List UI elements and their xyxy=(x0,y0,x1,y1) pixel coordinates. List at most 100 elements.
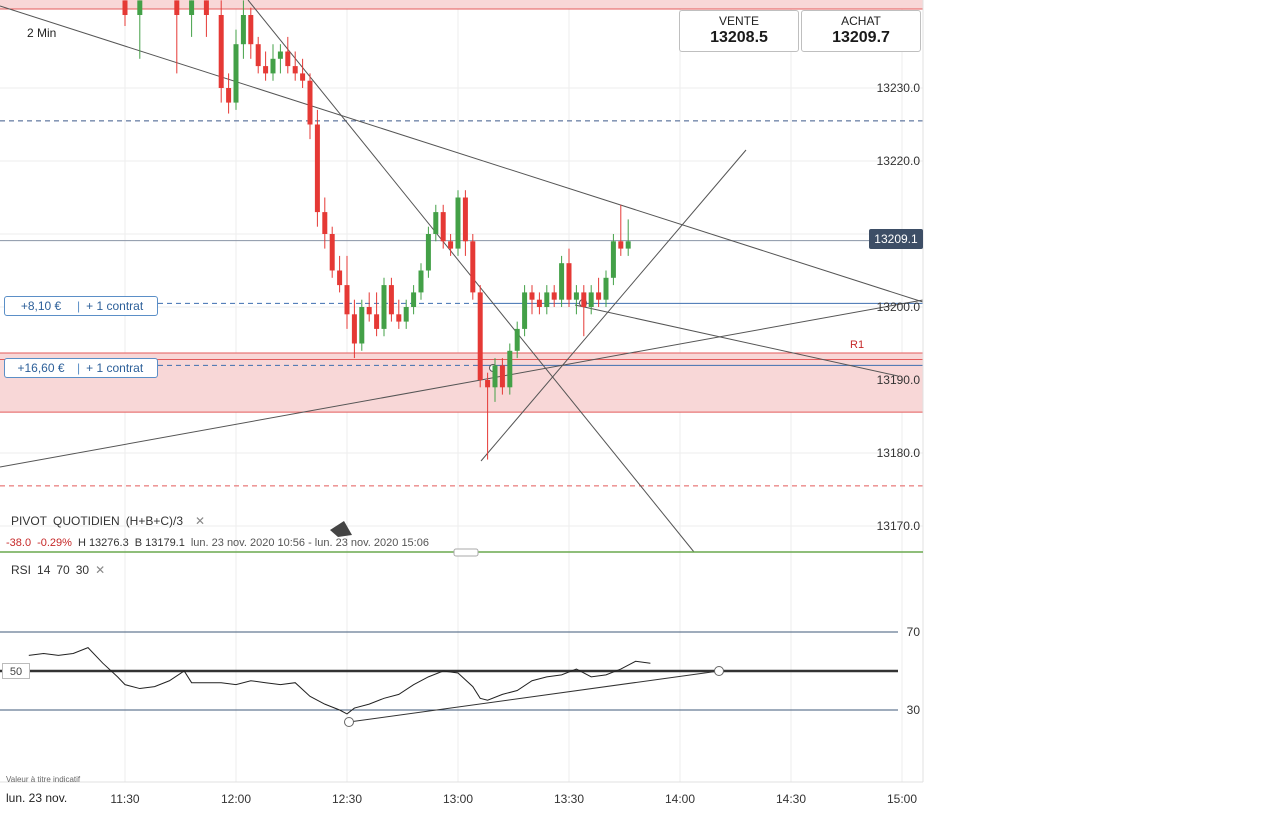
candle-body xyxy=(277,51,283,59)
candle-body xyxy=(462,197,468,242)
time-axis-label: 13:00 xyxy=(443,792,473,806)
position-pnl: +16,60 € xyxy=(17,361,65,375)
pivot-r1-label: R1 xyxy=(850,339,865,351)
candle-body xyxy=(314,124,320,213)
candle-body xyxy=(529,292,535,300)
rsi-level-label: 70 xyxy=(907,625,921,639)
day-low: B 13179.1 xyxy=(134,537,185,549)
panel-resize-handle xyxy=(453,548,479,557)
position-pnl: +8,10 € xyxy=(20,299,62,313)
candle-body xyxy=(425,234,431,271)
position-separator: | xyxy=(77,361,81,375)
candle-body xyxy=(240,15,246,45)
position-tag-1[interactable]: +8,10 € | + 1 contrat xyxy=(4,296,158,316)
candle-body xyxy=(174,0,180,15)
trendline xyxy=(0,5,924,303)
candle-body xyxy=(388,285,394,315)
buy-label: ACHAT xyxy=(841,14,881,28)
candle-body xyxy=(292,66,298,74)
rsi-period: 14 xyxy=(37,563,51,577)
pivot-indicator-header[interactable]: PIVOT QUOTIDIEN (H+B+C)/3 ✕ xyxy=(11,514,205,528)
candle-body xyxy=(448,241,454,249)
candle-body xyxy=(122,0,128,15)
candle-body xyxy=(596,292,602,300)
rsi-upper: 70 xyxy=(56,563,70,577)
date-range: lun. 23 nov. 2020 10:56 - lun. 23 nov. 2… xyxy=(190,537,429,549)
candle-body xyxy=(514,328,520,351)
rsi-trendline-handle xyxy=(714,666,724,676)
candle-body xyxy=(440,212,446,242)
candle-body xyxy=(566,263,572,300)
sell-quote-button[interactable]: VENTE 13208.5 xyxy=(679,10,799,52)
day-high: H 13276.3 xyxy=(77,537,129,549)
candle-body xyxy=(366,307,372,315)
pivot-formula: (H+B+C)/3 xyxy=(125,514,184,528)
position-tag-2[interactable]: +16,60 € | + 1 contrat xyxy=(4,358,158,378)
price-change-pct: -0.29% xyxy=(37,537,72,549)
price-axis-label: 13170.0 xyxy=(877,519,921,533)
candle-body xyxy=(618,241,624,249)
pivot-stats: -38.0 -0.29% H 13276.3 B 13179.1 lun. 23… xyxy=(6,537,429,549)
sell-price: 13208.5 xyxy=(710,29,768,46)
time-axis-label: 14:00 xyxy=(665,792,695,806)
trendline xyxy=(480,149,747,462)
trendline xyxy=(574,304,899,377)
candle-body xyxy=(203,0,209,15)
candle-body xyxy=(551,292,557,300)
pivot-top-zone xyxy=(0,0,923,9)
candle-body xyxy=(374,314,380,329)
candle-body xyxy=(233,44,239,103)
pivot-name: PIVOT xyxy=(11,514,48,528)
candle-body xyxy=(137,0,143,15)
rsi-mid-label: 50 xyxy=(2,663,30,679)
disclaimer: Valeur à titre indicatif xyxy=(6,775,81,784)
pivot-period: QUOTIDIEN xyxy=(53,514,120,528)
rsi-indicator-header[interactable]: RSI 14 70 30 ✕ xyxy=(11,563,105,577)
candle-body xyxy=(603,277,609,300)
candle-body xyxy=(248,15,254,45)
timeframe-label[interactable]: 2 Min xyxy=(27,26,57,40)
candle-body xyxy=(455,197,461,249)
price-axis-label: 13190.0 xyxy=(877,373,921,387)
candle-body xyxy=(411,292,417,307)
candle-body xyxy=(522,292,528,329)
candle-body xyxy=(625,241,631,249)
candle-body xyxy=(322,212,328,234)
time-axis-label: 13:30 xyxy=(554,792,584,806)
sell-label: VENTE xyxy=(718,14,759,28)
candle-body xyxy=(255,44,261,67)
candle-body xyxy=(536,299,542,307)
time-axis-label: 11:30 xyxy=(110,792,139,806)
date-label: lun. 23 nov. xyxy=(6,791,68,805)
candle-body xyxy=(507,350,513,388)
position-qty: + 1 contrat xyxy=(86,299,144,313)
buy-quote-button[interactable]: ACHAT 13209.7 xyxy=(801,10,921,52)
candle-body xyxy=(226,88,232,103)
candle-body xyxy=(581,292,587,307)
candle-body xyxy=(403,307,409,322)
rsi-name: RSI xyxy=(11,563,32,577)
time-axis-label: 14:30 xyxy=(776,792,806,806)
buy-price: 13209.7 xyxy=(832,29,890,46)
candle-body xyxy=(270,58,276,74)
cursor-arrow-icon xyxy=(330,521,352,537)
rsi-panel: 70 30 xyxy=(0,625,920,727)
candle-body xyxy=(189,0,195,15)
candle-body xyxy=(285,51,291,67)
current-price-tag: 13209.1 xyxy=(869,229,923,249)
candle-body xyxy=(573,292,579,300)
candle-body xyxy=(300,73,306,81)
rsi-close-icon[interactable]: ✕ xyxy=(95,563,106,577)
candle-body xyxy=(351,314,357,344)
pivot-close-icon[interactable]: ✕ xyxy=(195,514,206,528)
time-axis-label: 12:00 xyxy=(221,792,251,806)
candle-body xyxy=(359,307,365,344)
candle-body xyxy=(485,380,491,388)
trendline xyxy=(0,299,924,468)
rsi-line xyxy=(28,647,651,715)
trendlines xyxy=(0,0,924,553)
price-axis-label: 13200.0 xyxy=(877,300,921,314)
candle-body xyxy=(396,314,402,322)
